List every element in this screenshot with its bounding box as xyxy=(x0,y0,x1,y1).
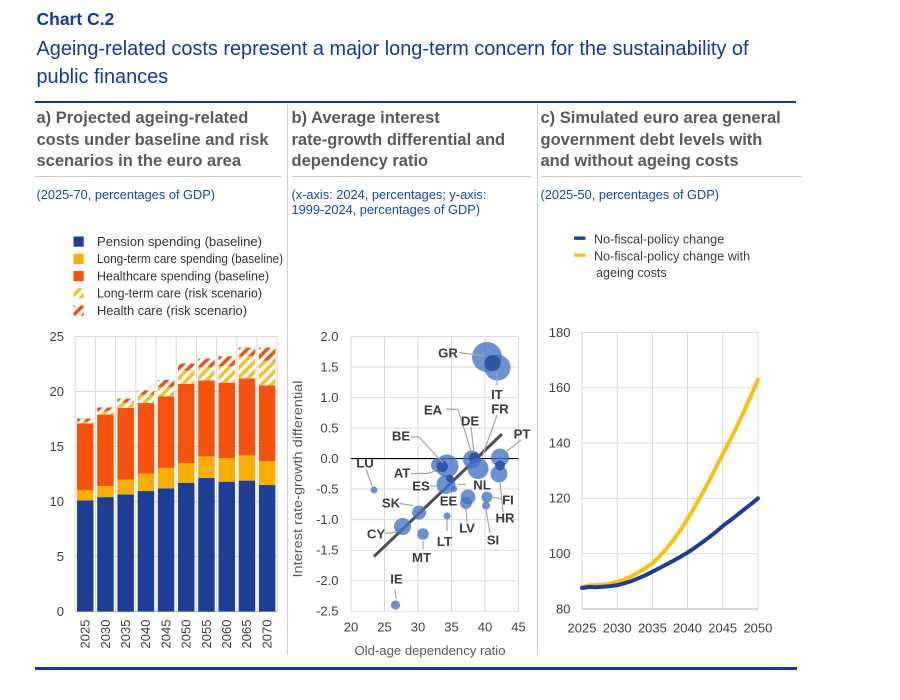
svg-text:GR: GR xyxy=(438,346,458,361)
svg-text:1.5: 1.5 xyxy=(320,359,338,374)
svg-text:10: 10 xyxy=(50,494,64,509)
svg-text:LV: LV xyxy=(459,521,475,536)
svg-text:45: 45 xyxy=(511,620,525,635)
svg-text:20: 20 xyxy=(50,384,64,399)
svg-text:25: 25 xyxy=(50,329,64,344)
svg-text:5: 5 xyxy=(57,549,64,564)
svg-text:LT: LT xyxy=(437,534,452,549)
svg-text:No-fiscal-policy change with: No-fiscal-policy change with xyxy=(594,250,750,264)
svg-text:-2.0: -2.0 xyxy=(316,573,338,588)
svg-text:HR: HR xyxy=(495,511,515,526)
svg-text:CY: CY xyxy=(367,527,386,542)
svg-text:140: 140 xyxy=(549,435,571,450)
svg-text:25: 25 xyxy=(377,620,391,635)
svg-text:2040: 2040 xyxy=(138,620,153,649)
svg-text:2035: 2035 xyxy=(638,621,667,636)
svg-text:2050: 2050 xyxy=(743,621,772,636)
svg-text:-1.5: -1.5 xyxy=(316,543,338,558)
svg-text:Long-term care spending (basel: Long-term care spending (baseline) xyxy=(97,251,283,266)
svg-text:180: 180 xyxy=(549,325,571,340)
svg-text:Pension spending (baseline): Pension spending (baseline) xyxy=(97,234,262,249)
svg-text:1.0: 1.0 xyxy=(320,390,338,405)
svg-text:Old-age dependency ratio: Old-age dependency ratio xyxy=(355,644,506,658)
svg-text:Healthcare spending (baseline): Healthcare spending (baseline) xyxy=(97,268,269,283)
svg-text:2025: 2025 xyxy=(568,621,597,636)
svg-text:0.0: 0.0 xyxy=(320,451,338,466)
svg-text:IE: IE xyxy=(390,572,403,587)
svg-text:ageing costs: ageing costs xyxy=(596,266,667,280)
svg-text:2070: 2070 xyxy=(259,620,274,649)
svg-text:2065: 2065 xyxy=(239,620,254,649)
svg-text:2060: 2060 xyxy=(219,620,234,649)
svg-text:EA: EA xyxy=(424,403,443,418)
svg-text:2035: 2035 xyxy=(118,620,133,649)
svg-text:EE: EE xyxy=(440,494,458,509)
svg-text:15: 15 xyxy=(50,439,64,454)
svg-text:IT: IT xyxy=(491,387,503,402)
svg-text:120: 120 xyxy=(549,491,571,506)
svg-text:SI: SI xyxy=(487,533,499,548)
svg-text:AT: AT xyxy=(394,466,411,481)
svg-text:NL: NL xyxy=(473,478,491,493)
svg-text:FR: FR xyxy=(491,402,509,417)
svg-text:2045: 2045 xyxy=(708,621,737,636)
svg-text:2040: 2040 xyxy=(673,621,702,636)
svg-text:2030: 2030 xyxy=(603,621,632,636)
svg-text:-1.0: -1.0 xyxy=(316,512,338,527)
svg-text:-0.5: -0.5 xyxy=(316,481,338,496)
svg-text:Long-term care (risk scenario): Long-term care (risk scenario) xyxy=(97,286,262,301)
svg-text:80: 80 xyxy=(556,601,570,616)
svg-text:20: 20 xyxy=(344,620,358,635)
svg-text:ES: ES xyxy=(412,479,430,494)
svg-text:0: 0 xyxy=(57,604,64,619)
svg-text:40: 40 xyxy=(478,620,492,635)
svg-text:2050: 2050 xyxy=(179,620,194,649)
svg-text:Health care (risk scenario): Health care (risk scenario) xyxy=(97,303,247,318)
svg-text:0.5: 0.5 xyxy=(320,420,338,435)
svg-text:-2.5: -2.5 xyxy=(316,604,338,619)
svg-text:No-fiscal-policy change: No-fiscal-policy change xyxy=(594,233,724,247)
svg-text:2055: 2055 xyxy=(199,620,214,649)
svg-text:35: 35 xyxy=(444,620,458,635)
svg-text:PT: PT xyxy=(514,427,531,442)
svg-text:LU: LU xyxy=(356,456,374,471)
svg-text:SK: SK xyxy=(382,496,401,511)
svg-text:2045: 2045 xyxy=(158,620,173,649)
svg-text:FI: FI xyxy=(502,493,514,508)
svg-text:160: 160 xyxy=(549,380,571,395)
svg-text:30: 30 xyxy=(411,620,425,635)
svg-text:100: 100 xyxy=(549,546,571,561)
svg-text:2025: 2025 xyxy=(78,620,93,649)
svg-text:BE: BE xyxy=(392,429,411,444)
svg-text:Interest rate-growth different: Interest rate-growth differential xyxy=(291,381,305,578)
svg-text:2.0: 2.0 xyxy=(320,329,338,344)
svg-text:DE: DE xyxy=(461,414,480,429)
svg-text:2030: 2030 xyxy=(98,620,113,649)
svg-text:MT: MT xyxy=(412,550,431,565)
